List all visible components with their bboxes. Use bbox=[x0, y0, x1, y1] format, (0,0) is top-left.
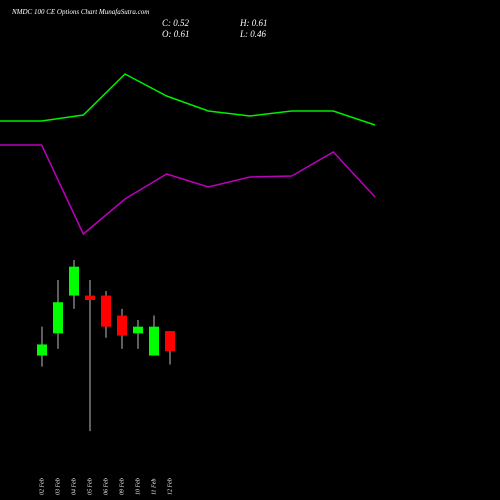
x-tick-label: 11 Feb bbox=[151, 479, 157, 495]
close-label: C: 0.52 bbox=[162, 18, 190, 28]
candle-body bbox=[53, 302, 63, 334]
candle-body bbox=[149, 326, 159, 356]
x-tick-label: 05 Feb bbox=[87, 478, 93, 495]
x-tick-label: 10 Feb bbox=[135, 478, 141, 495]
x-tick-label: 03 Feb bbox=[55, 478, 61, 495]
x-tick-label: 04 Feb bbox=[70, 478, 77, 495]
x-tick-label: 09 Feb bbox=[119, 478, 125, 495]
x-tick-label: 12 Feb bbox=[167, 478, 173, 495]
candle-body bbox=[165, 331, 175, 352]
candle-body bbox=[101, 295, 111, 327]
candle-body bbox=[85, 295, 95, 300]
indicator-line bbox=[0, 144, 376, 236]
candle-body bbox=[69, 266, 79, 296]
x-tick-label: 02 Feb bbox=[39, 478, 45, 495]
candle-body bbox=[133, 326, 143, 334]
chart-title: NMDC 100 CE Options Chart MunafaSutra.co… bbox=[11, 8, 149, 16]
indicator-line bbox=[0, 73, 376, 126]
high-label: H: 0.61 bbox=[239, 18, 268, 28]
candle-body bbox=[117, 315, 127, 336]
candle-body bbox=[37, 344, 47, 356]
x-tick-label: 06 Feb bbox=[103, 478, 109, 495]
open-label: O: 0.61 bbox=[162, 29, 190, 39]
low-label: L: 0.46 bbox=[239, 29, 267, 39]
